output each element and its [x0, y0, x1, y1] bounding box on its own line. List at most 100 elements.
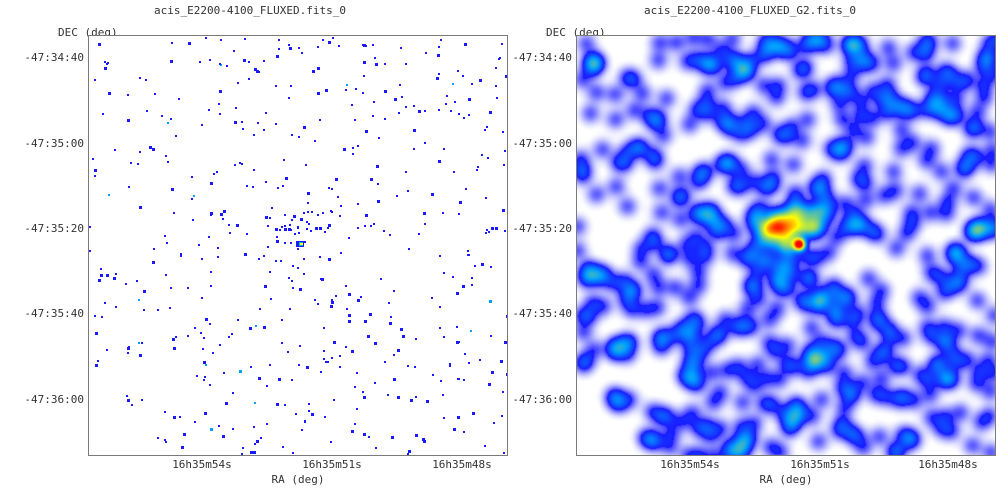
event-pixel [431, 193, 434, 196]
event-pixel [373, 223, 375, 225]
event-pixel [266, 385, 268, 387]
event-pixel [312, 70, 315, 73]
event-pixel [165, 274, 167, 276]
event-pixel [393, 378, 396, 381]
event-pixel [256, 70, 259, 73]
event-pixel [501, 43, 503, 45]
event-pixel [180, 255, 182, 257]
event-pixel [362, 92, 364, 94]
event-pixel [219, 63, 221, 65]
event-pixel [285, 177, 288, 180]
event-pixel [439, 306, 441, 308]
event-pixel [210, 285, 212, 287]
event-pixel [187, 335, 189, 337]
event-pixel [299, 288, 302, 291]
event-pixel [165, 441, 167, 443]
event-pixel [314, 299, 316, 301]
event-pixel [304, 241, 306, 243]
y-tick-label: -47:35:00 [24, 137, 84, 150]
event-pixel [468, 254, 470, 256]
event-pixel [276, 55, 279, 58]
event-pixel [339, 366, 341, 368]
event-pixel [209, 323, 211, 325]
event-pixel [405, 171, 407, 173]
event-pixel [198, 244, 200, 246]
event-pixel [254, 443, 256, 445]
event-pixel [378, 137, 380, 139]
event-pixel [322, 39, 324, 41]
event-pixel [479, 79, 482, 82]
event-pixel [130, 162, 132, 164]
event-pixel [241, 453, 243, 455]
event-pixel [457, 70, 459, 72]
x-tick-label: 16h35m48s [432, 458, 492, 471]
event-pixel [399, 84, 401, 86]
event-pixel [327, 361, 329, 363]
event-pixel [413, 148, 415, 150]
event-pixel [239, 162, 241, 164]
event-pixel [281, 319, 283, 321]
event-pixel [228, 336, 230, 338]
event-pixel [265, 112, 267, 114]
event-pixel [415, 434, 418, 437]
event-pixel [446, 95, 448, 97]
event-pixel [491, 371, 494, 374]
event-pixel [165, 155, 167, 157]
event-pixel [101, 316, 103, 318]
event-pixel [205, 37, 207, 39]
event-pixel [345, 346, 347, 348]
event-pixel [339, 215, 341, 217]
event-pixel [495, 227, 498, 230]
image-plot-smoothed[interactable] [576, 35, 996, 456]
event-pixel [179, 416, 181, 418]
event-pixel [315, 227, 318, 230]
event-pixel [479, 359, 481, 361]
event-pixel [335, 295, 337, 297]
event-pixel [345, 285, 347, 287]
event-pixel [424, 223, 426, 225]
event-pixel [424, 142, 426, 144]
event-pixel [143, 309, 145, 311]
event-pixel [384, 361, 386, 363]
event-pixel [474, 265, 476, 267]
event-pixel [408, 450, 411, 453]
event-pixel [368, 436, 370, 438]
event-pixel [398, 112, 400, 114]
event-pixel [468, 362, 470, 364]
event-pixel [335, 178, 338, 181]
chart-title: acis_E2200-4100_FLUXED_G2.fits_0 [644, 4, 856, 17]
event-pixel [372, 44, 374, 46]
event-pixel [481, 154, 483, 156]
event-pixel [290, 242, 292, 244]
event-pixel [346, 308, 348, 310]
event-pixel [208, 236, 210, 238]
event-pixel [499, 57, 501, 59]
y-tick-label: -47:35:00 [512, 137, 572, 150]
event-pixel [357, 203, 359, 205]
event-pixel [256, 440, 259, 443]
event-pixel [303, 273, 305, 275]
event-pixel [187, 287, 189, 289]
event-pixel [94, 79, 96, 81]
event-pixel [332, 37, 334, 39]
event-pixel [284, 242, 286, 244]
event-pixel [436, 77, 439, 80]
event-pixel [298, 232, 300, 234]
event-pixel [244, 253, 247, 256]
event-pixel [205, 318, 208, 321]
event-pixel [145, 79, 147, 81]
event-pixel [209, 384, 211, 386]
event-pixel [157, 309, 159, 311]
image-plot-raw[interactable] [88, 35, 508, 456]
event-pixel [317, 67, 320, 70]
event-pixel [248, 78, 250, 80]
event-pixel [225, 402, 228, 405]
event-pixel [375, 447, 377, 449]
event-pixel [363, 396, 366, 399]
event-pixel [164, 411, 166, 413]
event-pixel [210, 271, 212, 273]
event-pixel [171, 42, 173, 44]
event-pixel [389, 234, 391, 236]
y-tick-label: -47:34:40 [24, 51, 84, 64]
event-pixel [100, 274, 103, 277]
